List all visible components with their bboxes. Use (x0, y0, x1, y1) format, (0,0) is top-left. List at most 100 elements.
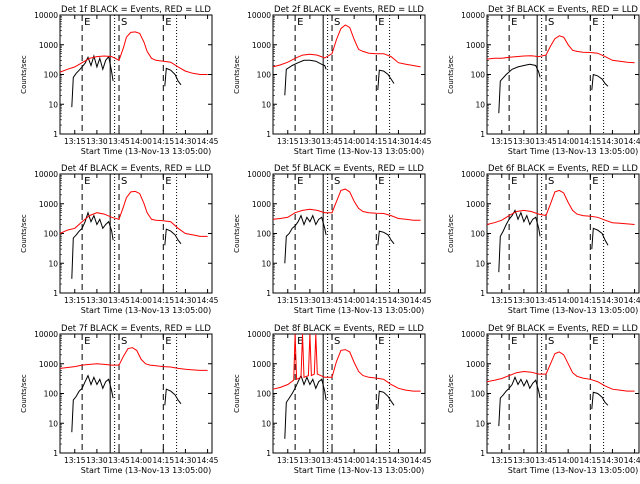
y-tick-label: 1 (53, 449, 58, 458)
x-tick-label: 14:15 (365, 296, 387, 305)
plot-frame (59, 14, 213, 135)
lld-series-line (486, 189, 635, 225)
marker-letter: E (511, 17, 517, 28)
marker-letter: E (165, 17, 171, 28)
y-axis-label: Counts/sec (20, 55, 28, 94)
plot-frame (272, 14, 426, 135)
marker-letter: S (334, 17, 340, 28)
y-tick-label: 1 (53, 130, 58, 139)
y-tick-label: 1 (480, 289, 485, 298)
y-axis-label: Counts/sec (447, 55, 455, 94)
x-tick-label: 13:30 (86, 137, 108, 146)
x-tick-label: 14:15 (152, 296, 174, 305)
x-tick-label: 13:45 (108, 296, 130, 305)
marker-letter: E (84, 176, 90, 187)
x-tick-label: 13:45 (535, 296, 557, 305)
lld-series-line (272, 333, 421, 392)
y-tick-label: 1000 (466, 200, 485, 209)
x-tick-label: 14:30 (388, 137, 410, 146)
x-tick-label: 13:15 (64, 296, 86, 305)
x-tick-label: 14:30 (602, 137, 624, 146)
marker-letter: E (84, 336, 90, 347)
marker-letter: S (548, 17, 554, 28)
y-axis-label: Counts/sec (20, 374, 28, 413)
marker-letter: E (165, 176, 171, 187)
y-tick-label: 1000 (252, 200, 271, 209)
x-tick-label: 14:15 (579, 456, 601, 465)
y-axis-label: Counts/sec (447, 214, 455, 253)
x-tick-label: 14:30 (388, 456, 410, 465)
events-series-line (591, 391, 609, 410)
y-tick-label: 10 (261, 259, 271, 268)
y-tick-label: 100 (44, 71, 59, 80)
events-series-line (498, 375, 541, 427)
y-tick-label: 10 (475, 419, 485, 428)
y-tick-label: 1000 (252, 41, 271, 50)
y-tick-label: 1000 (466, 360, 485, 369)
y-tick-label: 1 (480, 130, 485, 139)
x-tick-label: 14:45 (624, 456, 640, 465)
x-tick-label: 13:45 (321, 137, 343, 146)
y-tick-label: 1 (266, 289, 271, 298)
lld-series-line (59, 31, 208, 75)
plot-frame (486, 173, 640, 294)
y-tick-label: 1000 (466, 41, 485, 50)
y-tick-label: 1000 (39, 360, 58, 369)
y-tick-label: 100 (257, 71, 272, 80)
x-tick-label: 14:00 (130, 137, 152, 146)
events-series-line (284, 59, 327, 96)
x-tick-label: 13:45 (321, 296, 343, 305)
lld-series-line (486, 351, 635, 392)
x-tick-label: 14:45 (197, 456, 219, 465)
plot-title: Det 6f BLACK = Events, RED = LLD (488, 164, 638, 174)
x-tick-label: 13:15 (491, 296, 513, 305)
detector-panel-3: Det 3f BLACK = Events, RED = LLD 1 10 100 10… (447, 5, 640, 156)
y-tick-label: 100 (471, 230, 486, 239)
x-tick-label: 13:30 (299, 296, 321, 305)
detector-panel-2: Det 2f BLACK = Events, RED = LLD 1 10 100 10… (233, 5, 432, 156)
events-series-line (591, 73, 609, 91)
y-tick-label: 10 (475, 259, 485, 268)
y-tick-label: 10000 (461, 170, 485, 179)
y-axis-label: Counts/sec (233, 55, 241, 94)
x-tick-label: 13:45 (108, 456, 130, 465)
plot-frame (486, 333, 640, 454)
plot-frame (486, 14, 640, 135)
x-tick-label: 13:30 (513, 456, 535, 465)
y-tick-label: 1 (266, 130, 271, 139)
y-tick-label: 100 (44, 230, 59, 239)
x-axis-label: Start Time (13-Nov-13 13:05:00) (81, 306, 211, 315)
plot-title: Det 7f BLACK = Events, RED = LLD (61, 324, 211, 334)
x-axis-label: Start Time (13-Nov-13 13:05:00) (294, 466, 424, 475)
x-tick-label: 14:45 (410, 296, 432, 305)
marker-letter: E (378, 176, 384, 187)
x-tick-label: 13:30 (299, 137, 321, 146)
x-tick-label: 13:45 (535, 456, 557, 465)
x-tick-label: 13:45 (108, 137, 130, 146)
y-axis-label: Counts/sec (20, 214, 28, 253)
y-tick-label: 100 (471, 390, 486, 399)
plot-title: Det 2f BLACK = Events, RED = LLD (274, 5, 424, 15)
x-tick-label: 13:15 (277, 456, 299, 465)
x-tick-label: 14:15 (579, 296, 601, 305)
x-tick-label: 14:30 (175, 456, 197, 465)
y-tick-label: 10000 (461, 330, 485, 339)
x-tick-label: 14:45 (624, 137, 640, 146)
marker-letter: E (592, 336, 598, 347)
y-tick-label: 10 (261, 419, 271, 428)
x-tick-label: 14:00 (557, 137, 579, 146)
marker-letter: E (378, 336, 384, 347)
marker-letter: S (334, 336, 340, 347)
events-series-line (71, 211, 114, 279)
events-series-line (498, 209, 541, 273)
y-tick-label: 1 (53, 289, 58, 298)
events-series-line (591, 227, 609, 250)
marker-letter: E (84, 17, 90, 28)
x-tick-label: 14:45 (197, 137, 219, 146)
x-tick-label: 14:30 (602, 456, 624, 465)
marker-letter: E (511, 176, 517, 187)
detector-panel-1: Det 1f BLACK = Events, RED = LLD 1 10 100 10… (20, 5, 219, 156)
events-series-line (377, 230, 395, 246)
x-tick-label: 14:30 (175, 137, 197, 146)
y-tick-label: 10000 (34, 11, 58, 20)
